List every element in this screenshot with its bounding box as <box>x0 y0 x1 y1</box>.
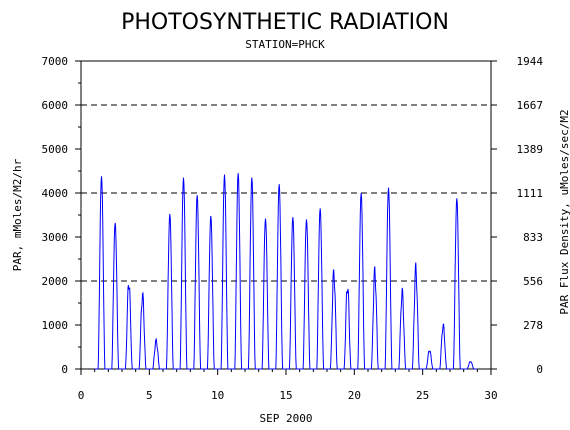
y-tick-label: 7000 <box>42 55 69 68</box>
y-axis-left: 0 1000 2000 3000 4000 5000 6000 7000 <box>42 55 81 376</box>
y2-tick-label: 556 <box>523 275 543 288</box>
y2-tick-label: 1111 <box>517 187 544 200</box>
x-tick-label: 15 <box>279 389 292 402</box>
x-tick-label: 10 <box>211 389 224 402</box>
chart-subtitle: STATION=PHCK <box>245 38 325 51</box>
x-tick-label: 20 <box>348 389 361 402</box>
y-tick-label: 2000 <box>42 275 69 288</box>
x-tick-label: 0 <box>78 389 85 402</box>
y-tick-label: 0 <box>61 363 68 376</box>
x-axis-label: SEP 2000 <box>260 412 313 425</box>
y2-tick-label: 1667 <box>517 99 544 112</box>
x-tick-label: 30 <box>484 389 497 402</box>
y-tick-label: 5000 <box>42 143 69 156</box>
y-axis-right: 0 278 556 833 1111 1389 1667 1944 <box>491 55 543 376</box>
y2-axis-label: PAR Flux Density, uMoles/sec/M2 <box>558 109 570 314</box>
x-tick-label: 5 <box>146 389 153 402</box>
y-tick-label: 4000 <box>42 187 69 200</box>
gridlines <box>81 104 491 282</box>
y-tick-label: 1000 <box>42 319 69 332</box>
chart-title: PHOTOSYNTHETIC RADIATION <box>121 10 449 35</box>
y2-tick-label: 278 <box>523 319 543 332</box>
y2-tick-label: 833 <box>523 231 543 244</box>
y-tick-label: 3000 <box>42 231 69 244</box>
x-axis: 0 5 10 15 20 25 30 <box>78 369 498 402</box>
plot-frame <box>80 60 492 370</box>
par-series-line <box>94 173 478 370</box>
y-tick-label: 6000 <box>42 99 69 112</box>
y-axis-label: PAR, mMoles/M2/hr <box>11 158 24 271</box>
y2-tick-label: 1944 <box>517 55 544 68</box>
y2-tick-label: 0 <box>536 363 543 376</box>
x-tick-label: 25 <box>416 389 429 402</box>
y2-tick-label: 1389 <box>517 143 544 156</box>
